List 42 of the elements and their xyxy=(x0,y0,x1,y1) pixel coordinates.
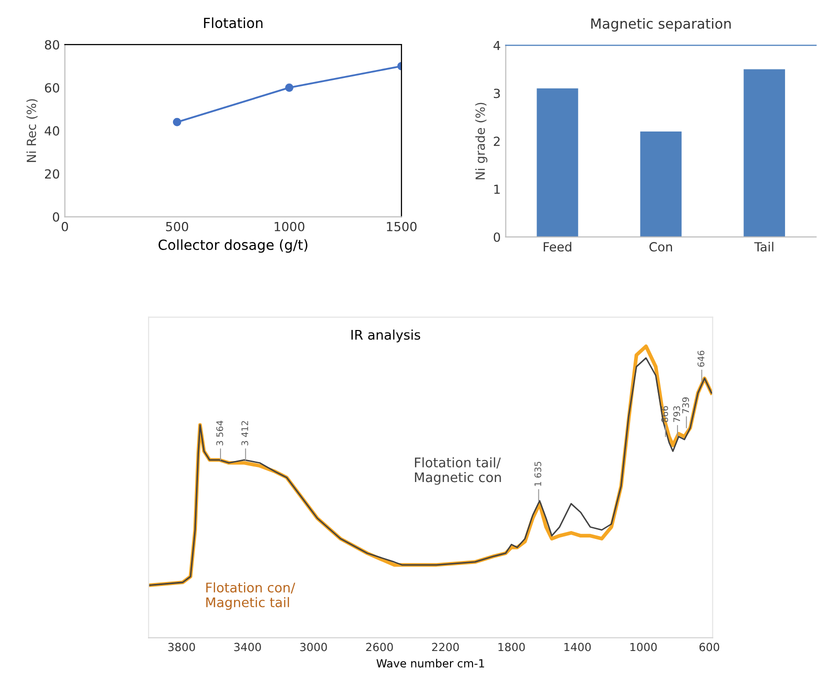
y-tick-label: 20 xyxy=(45,169,60,179)
y-tick-label: 80 xyxy=(44,40,60,50)
x-tick-label: 1000 xyxy=(630,642,657,652)
text: Flotation tail/ Magnetic con xyxy=(414,457,501,485)
y-tick-label: 0 xyxy=(494,232,500,242)
annotation: 3 564 xyxy=(216,420,224,446)
y-tick-label: 60 xyxy=(44,83,60,93)
chart-title: Flotation xyxy=(204,17,262,28)
x-tick-label: 3000 xyxy=(300,642,327,652)
x-tick-label: 3800 xyxy=(168,642,195,652)
y-tick-label: 1 xyxy=(494,184,500,194)
y-tick-label: 3 xyxy=(494,88,500,98)
x-tick-label: Con xyxy=(649,242,672,252)
chart-title: IR analysis xyxy=(351,330,420,342)
x-tick-label: Tail xyxy=(754,242,774,252)
y-tick-label: 2 xyxy=(494,136,500,146)
annotation: 646 xyxy=(698,350,704,367)
x-axis-title: Wave number cm-1 xyxy=(376,658,484,668)
x-tick-label: 500 xyxy=(166,222,188,232)
annotation: 3 412 xyxy=(241,421,248,446)
x-tick-label: 2200 xyxy=(432,642,459,652)
y-tick-label: 0 xyxy=(52,212,60,222)
series-label: Flotation con/ Magnetic tail xyxy=(206,582,296,610)
y-tick-label: 4 xyxy=(494,40,500,50)
x-tick-label: Feed xyxy=(544,242,572,252)
x-axis-title: Collector dosage (g/t) xyxy=(158,239,308,253)
x-tick-label: 1000 xyxy=(274,222,304,232)
y-axis-title: Ni grade (%) xyxy=(475,102,488,180)
x-tick-label: 0 xyxy=(62,222,68,232)
x-tick-label: 1500 xyxy=(386,222,417,232)
annotation: 1 635 xyxy=(534,462,542,486)
annotation: 739 xyxy=(682,397,690,414)
annotation: 866 xyxy=(661,406,668,422)
x-tick-label: 1800 xyxy=(498,642,525,652)
y-tick-label: 40 xyxy=(44,126,60,136)
x-tick-label: 600 xyxy=(700,642,720,652)
x-tick-label: 1400 xyxy=(564,642,591,652)
y-axis-title: Ni Rec (%) xyxy=(26,99,38,162)
x-tick-label: 2600 xyxy=(366,642,393,652)
chart-title: Magnetic separation xyxy=(591,18,731,32)
x-tick-label: 3400 xyxy=(234,642,261,652)
annotation: 793 xyxy=(673,406,680,422)
